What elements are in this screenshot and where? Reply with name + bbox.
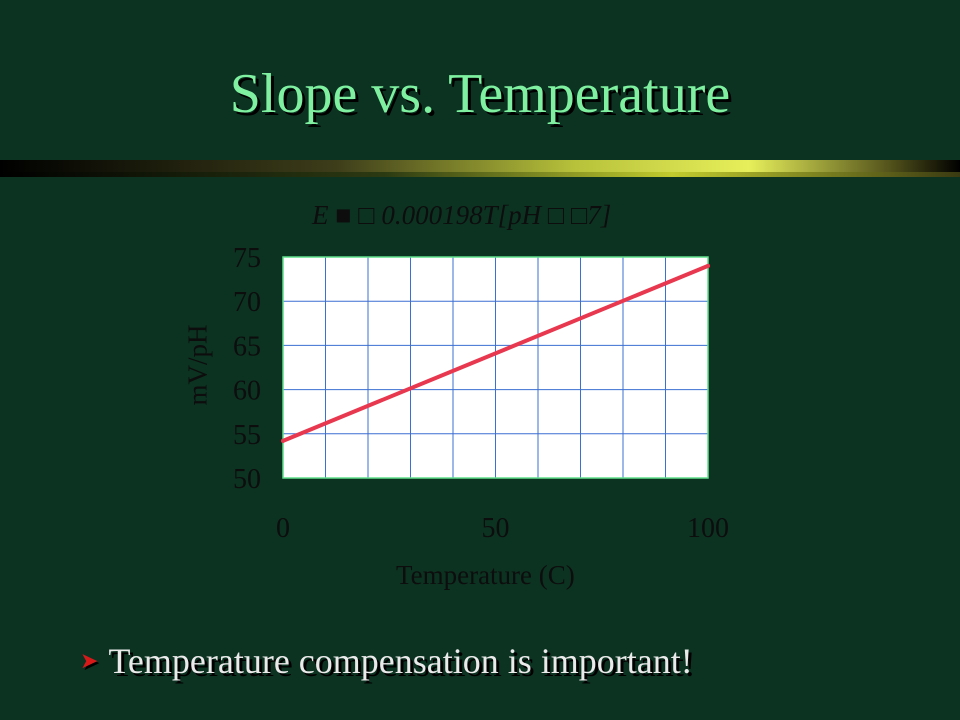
nernst-formula: E ■ □ 0.000198T[pH □ □7]: [312, 200, 612, 230]
y-tick-label: 55: [233, 420, 261, 451]
y-tick-label: 50: [233, 464, 261, 495]
y-tick-labels: 50 55 60 65 70 75: [233, 243, 261, 495]
arrowhead-bullet-icon: ➤: [80, 648, 99, 673]
series-line: [281, 263, 710, 443]
slide-title: Slope vs. Temperature: [229, 63, 731, 125]
x-tick-label: 0: [276, 513, 290, 544]
y-axis-label: mV/pH: [182, 324, 213, 406]
title-divider-lower: [0, 172, 960, 177]
x-tick-labels: 0 50 100: [276, 513, 729, 544]
data-point: [281, 438, 285, 443]
title-divider: [0, 160, 960, 172]
series-group: [281, 263, 710, 443]
bullet-text: Temperature compensation is important!: [108, 641, 693, 681]
y-tick-label: 70: [233, 287, 261, 318]
x-axis-label: Temperature (C): [396, 560, 575, 590]
y-tick-label: 65: [233, 331, 261, 362]
data-point: [706, 263, 710, 268]
y-tick-label: 75: [233, 243, 261, 274]
plot-border: [282, 256, 709, 479]
y-tick-label: 60: [233, 376, 261, 407]
bullet-item: ➤ Temperature compensation is important!: [80, 636, 693, 686]
x-tick-label: 50: [482, 513, 510, 544]
x-tick-label: 100: [687, 513, 729, 544]
